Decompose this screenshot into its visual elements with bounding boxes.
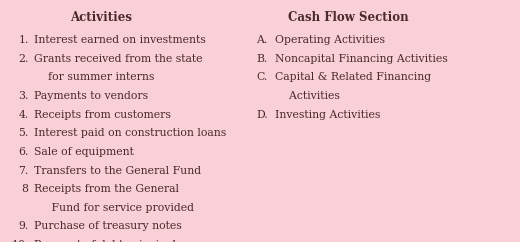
Text: Investing Activities: Investing Activities xyxy=(275,110,380,120)
Text: Receipts from the General: Receipts from the General xyxy=(34,184,179,194)
Text: Activities: Activities xyxy=(275,91,340,101)
Text: 10.: 10. xyxy=(11,240,29,242)
Text: Activities: Activities xyxy=(70,11,133,24)
Text: Fund for service provided: Fund for service provided xyxy=(34,203,194,213)
Text: Interest paid on construction loans: Interest paid on construction loans xyxy=(34,128,226,138)
Text: D.: D. xyxy=(256,110,268,120)
Text: Operating Activities: Operating Activities xyxy=(275,35,385,45)
Text: C.: C. xyxy=(256,72,268,82)
Text: 5.: 5. xyxy=(18,128,29,138)
Text: 8: 8 xyxy=(22,184,29,194)
Text: Purchase of treasury notes: Purchase of treasury notes xyxy=(34,221,181,231)
Text: 9.: 9. xyxy=(18,221,29,231)
Text: Sale of equipment: Sale of equipment xyxy=(34,147,134,157)
Text: 3.: 3. xyxy=(18,91,29,101)
Text: Payment of debt principal: Payment of debt principal xyxy=(34,240,176,242)
Text: B.: B. xyxy=(256,54,268,64)
Text: 4.: 4. xyxy=(18,110,29,120)
Text: A.: A. xyxy=(256,35,268,45)
Text: Payments to vendors: Payments to vendors xyxy=(34,91,148,101)
Text: for summer interns: for summer interns xyxy=(34,72,154,82)
Text: 1.: 1. xyxy=(18,35,29,45)
Text: 6.: 6. xyxy=(18,147,29,157)
Text: Transfers to the General Fund: Transfers to the General Fund xyxy=(34,166,201,175)
Text: 2.: 2. xyxy=(18,54,29,64)
Text: Capital & Related Financing: Capital & Related Financing xyxy=(275,72,431,82)
Text: Interest earned on investments: Interest earned on investments xyxy=(34,35,205,45)
Text: Grants received from the state: Grants received from the state xyxy=(34,54,202,64)
Text: 7.: 7. xyxy=(18,166,29,175)
Text: Cash Flow Section: Cash Flow Section xyxy=(288,11,409,24)
Text: Noncapital Financing Activities: Noncapital Financing Activities xyxy=(275,54,447,64)
Text: Receipts from customers: Receipts from customers xyxy=(34,110,171,120)
